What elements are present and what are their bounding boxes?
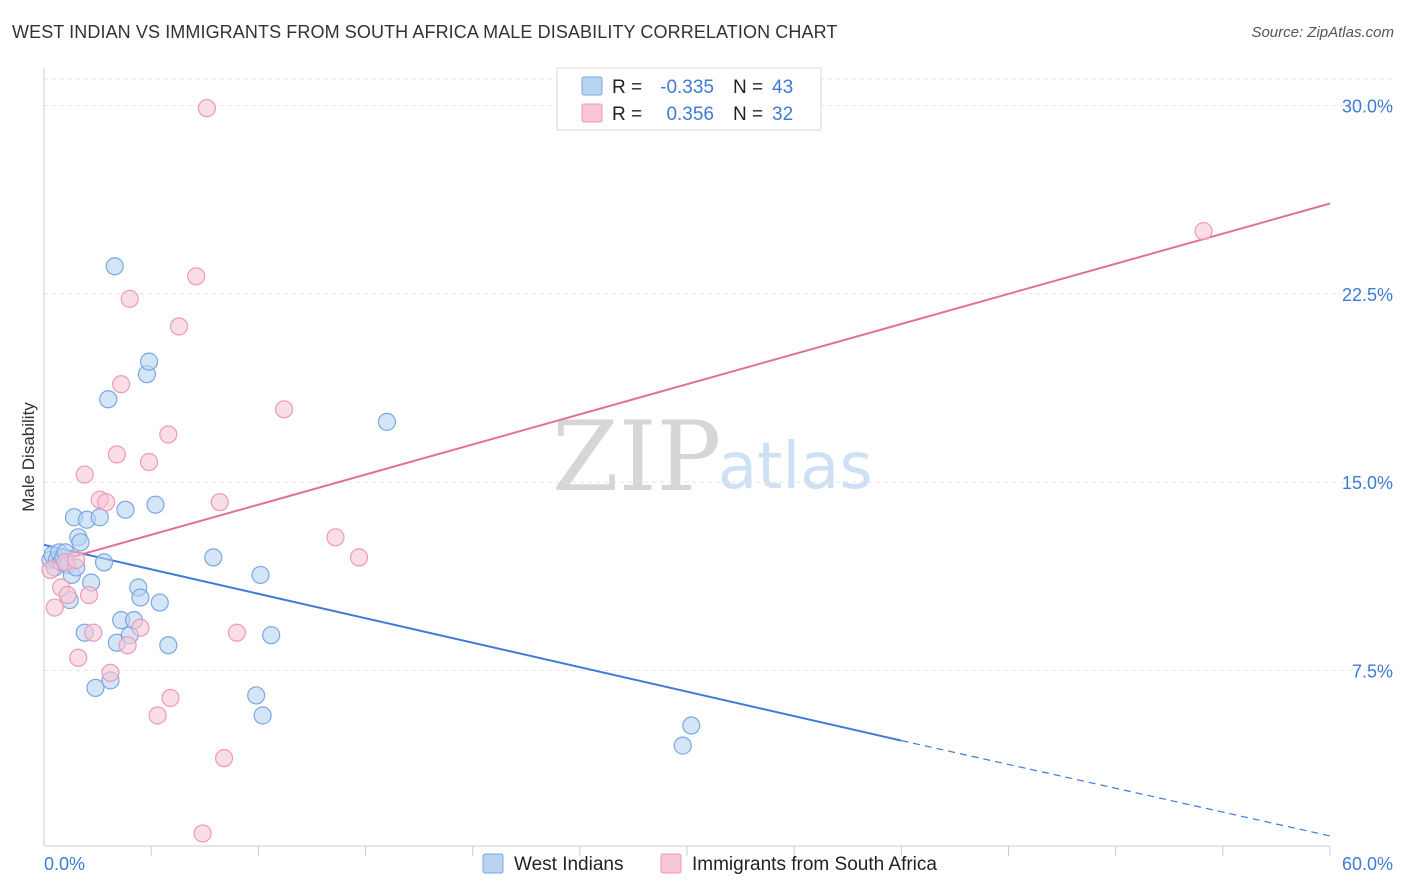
point-south-africa: [1194, 222, 1213, 241]
point-west-indians: [682, 716, 701, 735]
legend-r-value-2: 0.356: [666, 104, 714, 125]
series-label-west-indians: West Indians: [514, 854, 623, 875]
x-ticks: [150, 846, 1331, 856]
point-west-indians: [673, 736, 692, 755]
x-tick-label-min: 0.0%: [44, 854, 85, 874]
point-west-indians: [139, 352, 159, 371]
legend-n-value-2: 32: [772, 104, 793, 125]
point-west-indians: [94, 553, 114, 572]
point-south-africa: [139, 452, 159, 472]
legend-n-value-1: 43: [772, 77, 793, 98]
point-west-indians: [146, 495, 165, 514]
legend-n-label-2: N =: [733, 104, 763, 125]
point-south-africa: [120, 289, 139, 308]
point-south-africa: [210, 493, 229, 512]
data-points: [41, 99, 1213, 843]
series-legend: West Indians Immigrants from South Afric…: [482, 853, 937, 875]
point-south-africa: [161, 688, 180, 708]
point-south-africa: [148, 706, 167, 725]
trend-line-south-africa: [43, 202, 1331, 566]
point-south-africa: [45, 598, 64, 617]
point-south-africa: [58, 585, 77, 605]
y-tick-labels: 7.5% 15.0% 22.5% 30.0%: [1342, 97, 1393, 682]
x-tick-label-max: 60.0%: [1342, 854, 1393, 874]
point-south-africa: [326, 528, 345, 547]
point-west-indians: [105, 257, 124, 276]
y-tick-label: 15.0%: [1342, 473, 1393, 493]
point-south-africa: [169, 317, 189, 336]
legend-r-value-1: -0.335: [660, 77, 714, 98]
point-west-indians: [99, 390, 118, 409]
point-south-africa: [69, 648, 88, 667]
point-south-africa: [41, 560, 60, 580]
point-west-indians: [150, 593, 169, 612]
point-south-africa: [159, 425, 178, 444]
point-south-africa: [349, 548, 369, 567]
point-west-indians: [90, 508, 109, 527]
watermark-zip: ZIP: [552, 401, 721, 513]
point-west-indians: [262, 626, 281, 645]
point-west-indians: [377, 412, 397, 431]
point-west-indians: [159, 636, 178, 655]
trend-line-west-indians-extrapolated: [901, 740, 1331, 837]
point-south-africa: [75, 465, 94, 484]
point-south-africa: [84, 623, 103, 642]
point-west-indians: [251, 565, 270, 585]
point-south-africa: [197, 99, 216, 118]
legend-r-label-1: R =: [612, 77, 642, 98]
point-south-africa: [193, 824, 212, 843]
series-swatch-south-africa: [660, 853, 682, 874]
chart-title: WEST INDIAN VS IMMIGRANTS FROM SOUTH AFR…: [12, 22, 838, 42]
point-south-africa: [187, 267, 206, 286]
legend-swatch-pink: [581, 103, 603, 123]
series-label-south-africa: Immigrants from South Africa: [692, 854, 937, 875]
point-south-africa: [79, 585, 99, 605]
point-south-africa: [131, 618, 150, 637]
point-west-indians: [247, 686, 266, 705]
watermark-atlas: atlas: [718, 430, 873, 504]
y-axis-label: Male Disability: [19, 402, 38, 512]
point-south-africa: [101, 663, 120, 682]
legend-r-label-2: R =: [612, 104, 642, 125]
point-south-africa: [67, 550, 86, 569]
point-south-africa: [227, 623, 246, 642]
legend-n-label-1: N =: [733, 77, 763, 98]
point-south-africa: [97, 493, 116, 512]
point-south-africa: [214, 749, 234, 768]
point-west-indians: [71, 533, 90, 552]
point-west-indians: [116, 500, 135, 519]
y-tick-label: 22.5%: [1342, 285, 1393, 305]
point-south-africa: [107, 445, 126, 464]
series-swatch-west-indians: [482, 853, 504, 874]
point-west-indians: [131, 588, 150, 607]
legend-swatch-blue: [581, 76, 603, 96]
point-south-africa: [118, 636, 137, 655]
trend-line-west-indians: [43, 543, 902, 742]
point-south-africa: [274, 400, 294, 419]
point-west-indians: [204, 548, 223, 567]
trend-lines: [43, 202, 1331, 837]
source-credit: Source: ZipAtlas.com: [1251, 24, 1394, 41]
y-tick-label: 7.5%: [1352, 661, 1393, 681]
correlation-legend: R = -0.335 N = 43 R = 0.356 N = 32: [556, 67, 822, 131]
point-west-indians: [86, 678, 105, 697]
y-tick-label: 30.0%: [1342, 97, 1393, 117]
point-west-indians: [253, 706, 272, 725]
point-south-africa: [112, 375, 131, 394]
